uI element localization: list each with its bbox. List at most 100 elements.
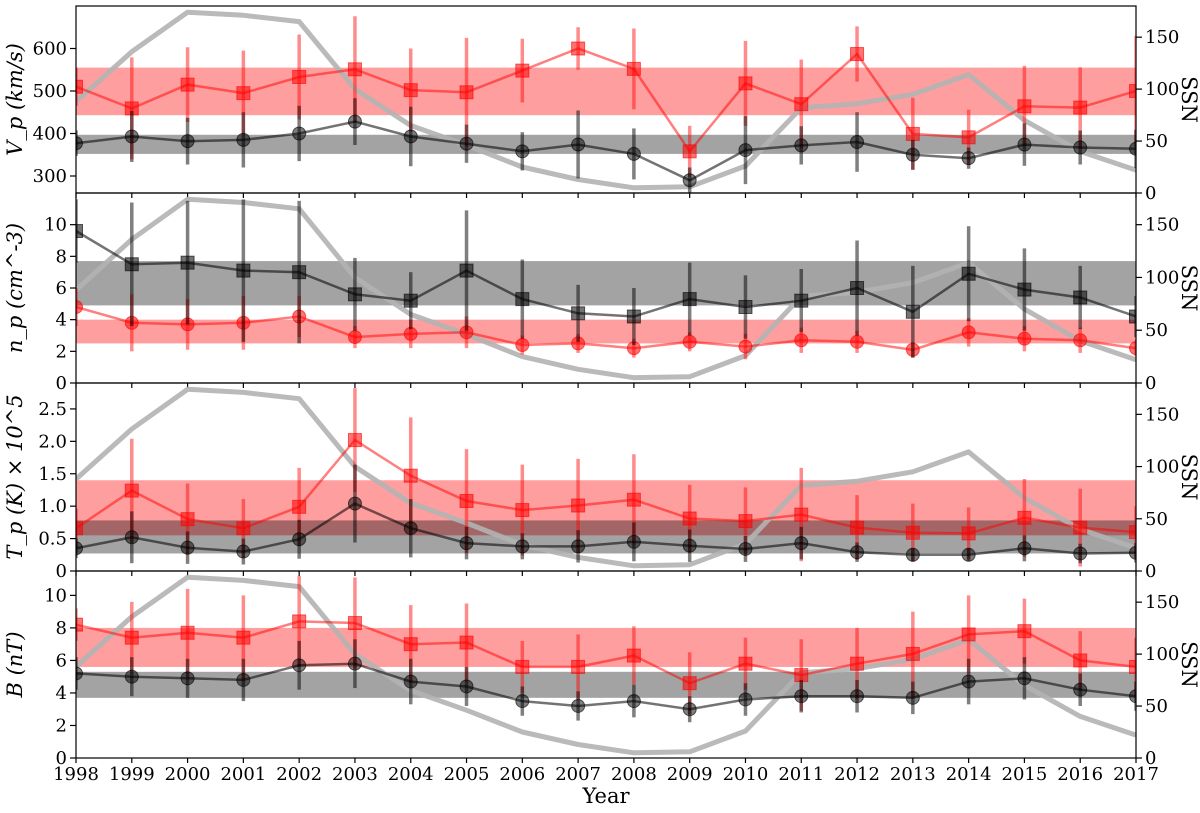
x-tick-label: 2009 — [667, 764, 713, 785]
data-point — [961, 627, 976, 642]
data-point — [1073, 100, 1088, 115]
data-point — [292, 265, 307, 280]
data-point — [403, 83, 418, 98]
data-point — [347, 114, 362, 129]
y-tick-label: 0 — [56, 561, 67, 582]
data-point — [961, 325, 976, 340]
x-tick-label: 2004 — [388, 764, 434, 785]
data-point — [1017, 624, 1032, 639]
data-point — [76, 136, 83, 151]
data-point — [571, 137, 586, 152]
y-axis-label: V_p (km/s) — [3, 43, 27, 156]
data-point — [515, 503, 530, 518]
data-point — [682, 538, 697, 553]
panel-frame — [75, 570, 1137, 759]
data-point — [76, 617, 83, 632]
data-point — [1129, 309, 1136, 324]
series-line-red — [76, 305, 1136, 352]
data-point — [347, 62, 362, 77]
series-line-black — [76, 502, 1136, 557]
data-point — [180, 625, 195, 640]
data-point — [515, 144, 530, 159]
data-point — [1129, 525, 1136, 540]
x-tick-label: 1999 — [109, 764, 155, 785]
data-point — [459, 136, 474, 151]
data-point — [124, 129, 139, 144]
data-point — [459, 635, 474, 650]
data-point — [961, 547, 976, 562]
y-axis-label: n_p (cm^-3) — [3, 223, 27, 353]
data-point — [1017, 510, 1032, 525]
data-point — [626, 694, 641, 709]
data-point — [292, 69, 307, 84]
data-point — [292, 499, 307, 514]
ssn-tick-label: 100 — [1145, 457, 1179, 478]
data-point — [905, 304, 920, 319]
data-point — [76, 79, 83, 94]
y-tick-label: 1.0 — [38, 496, 67, 517]
x-tick-label: 2015 — [1002, 764, 1048, 785]
data-point — [626, 648, 641, 663]
data-point — [794, 293, 809, 308]
ssn-tick-label: 100 — [1145, 644, 1179, 665]
data-point — [682, 676, 697, 691]
x-tick-label: 2002 — [276, 764, 322, 785]
y-axis-label: T_p (K) × 10^5 — [3, 394, 27, 559]
data-point — [571, 539, 586, 554]
data-point — [794, 536, 809, 551]
data-point — [403, 129, 418, 144]
x-tick-label: 2008 — [611, 764, 657, 785]
data-point — [626, 61, 641, 76]
data-point — [124, 630, 139, 645]
data-point — [571, 498, 586, 513]
data-point — [124, 669, 139, 684]
data-point — [850, 520, 865, 535]
data-point — [961, 526, 976, 541]
data-point — [905, 547, 920, 562]
data-point — [292, 532, 307, 547]
data-point — [1017, 282, 1032, 297]
panel-b-plot — [76, 574, 1136, 756]
series-line-red — [76, 47, 1136, 154]
data-point — [738, 692, 753, 707]
y-tick-label: 2.5 — [38, 399, 67, 420]
x-tick-label: 2011 — [778, 764, 824, 785]
data-point — [1129, 545, 1136, 560]
x-axis-label: Year — [581, 784, 630, 808]
data-point — [571, 698, 586, 713]
data-point — [626, 309, 641, 324]
data-point — [626, 492, 641, 507]
data-point — [1017, 99, 1032, 114]
y-tick-label: 600 — [33, 39, 67, 60]
data-point — [1129, 689, 1136, 704]
x-tick-label: 2000 — [165, 764, 211, 785]
series-line-red — [76, 620, 1136, 685]
data-point — [1017, 541, 1032, 556]
ssn-line — [76, 196, 1136, 381]
ssn-tick-label: 150 — [1145, 215, 1179, 236]
data-point — [180, 134, 195, 149]
y-tick-label: 10 — [44, 585, 67, 606]
x-tick-label: 2017 — [1113, 764, 1159, 785]
data-point — [347, 330, 362, 345]
data-point — [236, 86, 251, 101]
data-point — [682, 702, 697, 717]
ssn-tick-label: 150 — [1145, 592, 1179, 613]
data-point — [292, 126, 307, 141]
data-point — [682, 511, 697, 526]
ssn-axis-label: SSN — [1177, 641, 1200, 688]
data-point — [515, 338, 530, 352]
ssn-tick-label: 50 — [1145, 509, 1168, 530]
x-tick-label: 2001 — [220, 764, 266, 785]
data-point — [124, 257, 139, 272]
data-point — [347, 433, 362, 448]
data-point — [738, 339, 753, 354]
data-point — [961, 674, 976, 689]
data-point — [1073, 682, 1088, 697]
data-point — [515, 63, 530, 78]
data-point — [961, 151, 976, 166]
ssn-axis-label: SSN — [1177, 454, 1200, 501]
data-point — [347, 287, 362, 302]
data-point — [794, 507, 809, 522]
x-tick-label: 2013 — [890, 764, 936, 785]
